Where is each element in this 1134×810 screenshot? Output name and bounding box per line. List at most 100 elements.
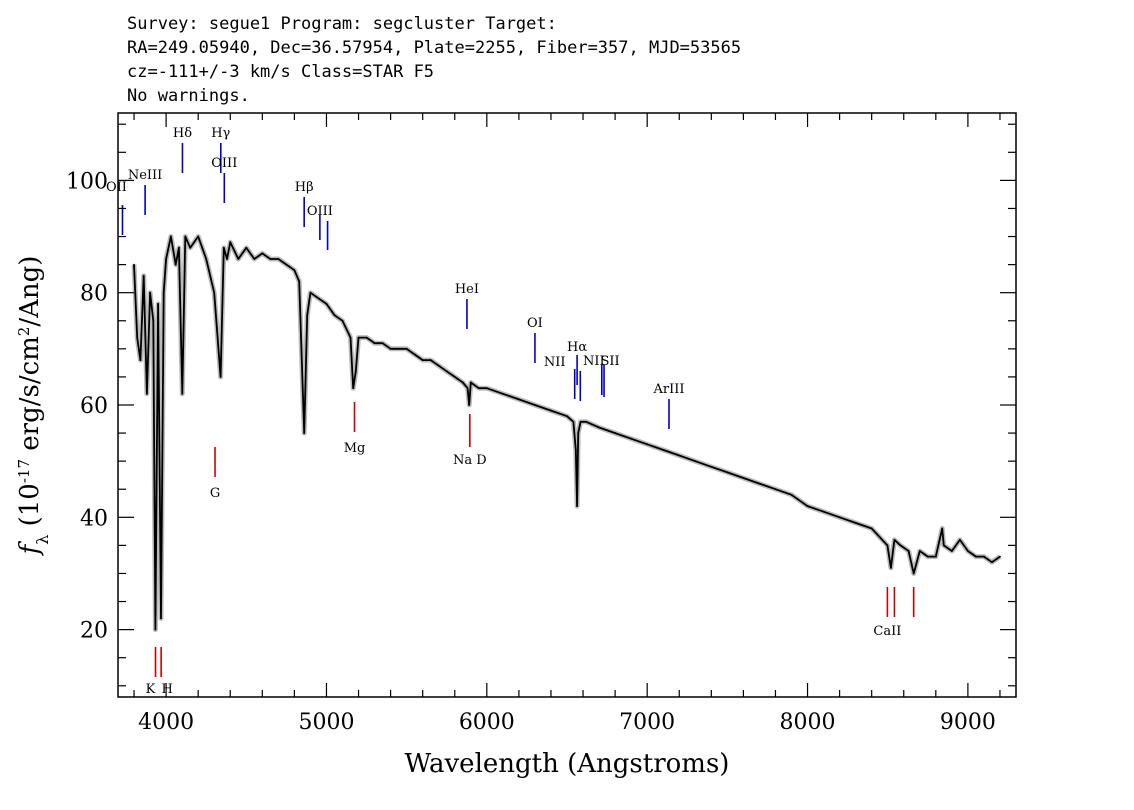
flux-point — [678, 454, 681, 457]
line-marker-label: K — [146, 682, 156, 697]
flux-point — [293, 269, 296, 272]
x-tick-label: 6000 — [459, 710, 515, 735]
flux-point — [469, 381, 472, 384]
flux-point — [550, 409, 552, 412]
spectrum-header: Survey: segue1 Program: segcluster Targe… — [127, 12, 741, 108]
line-marker-label: SII — [600, 354, 619, 369]
y-tick-label: 20 — [80, 619, 108, 644]
line-marker-label: OIII — [307, 204, 333, 219]
flux-point — [160, 617, 162, 620]
flux-point — [245, 246, 248, 249]
line-marker-label: OIII — [211, 156, 237, 171]
flux-point — [145, 392, 148, 395]
flux-point — [142, 274, 145, 277]
flux-point — [165, 258, 168, 260]
flux-point — [950, 550, 953, 552]
flux-point — [726, 471, 729, 474]
error-band-layer — [131, 234, 1002, 633]
flux-point — [983, 555, 985, 558]
line-marker-label: ArIII — [652, 382, 684, 397]
header-line-warnings: No warnings. — [127, 86, 250, 106]
flux-point — [501, 392, 504, 395]
flux-point — [178, 246, 180, 249]
flux-point — [162, 291, 165, 294]
flux-point — [918, 550, 921, 552]
flux-point — [453, 376, 456, 378]
flux-point — [261, 252, 264, 255]
flux-point — [133, 263, 135, 266]
flux-point — [694, 460, 697, 463]
flux-point — [758, 482, 761, 485]
flux-point — [219, 376, 222, 378]
flux-point — [966, 550, 969, 552]
flux-point — [285, 263, 288, 266]
flux-point — [157, 303, 159, 305]
flux-point — [662, 449, 665, 451]
x-axis-title: Wavelength (Angstroms) — [405, 749, 730, 779]
flux-point — [152, 319, 155, 322]
flux-point — [572, 420, 575, 423]
flux-point — [237, 258, 240, 260]
flux-point — [576, 505, 579, 507]
line-marker-label: Mg — [344, 441, 366, 456]
flux-point — [149, 291, 151, 294]
header-line-redshift-class: cz=-111+/-3 km/s Class=STAR F5 — [127, 62, 435, 82]
flux-point — [205, 258, 208, 260]
flux-point — [461, 381, 464, 384]
line-marker-label: Hβ — [295, 180, 314, 195]
flux-point — [822, 510, 825, 513]
flux-point — [269, 258, 272, 260]
flux-point — [870, 527, 873, 530]
flux-point — [352, 387, 355, 390]
y-axis-title: fλ (10-17 erg/s/cm2/Ang) — [15, 256, 52, 557]
flux-line — [133, 235, 1001, 631]
flux-point — [854, 522, 857, 524]
flux-point — [184, 235, 187, 238]
flux-point — [421, 359, 424, 361]
flux-point — [333, 314, 336, 317]
axis-ticks: 4000 5000 6000 7000 8000 9000 20 40 60 80 100 — [66, 113, 1016, 735]
flux-point — [429, 359, 432, 361]
flux-point — [742, 477, 745, 479]
flux-point — [229, 241, 232, 244]
line-marker-label: NII — [544, 355, 566, 370]
line-marker-label: Hα — [567, 340, 587, 355]
flux-point — [999, 555, 1001, 558]
flux-point — [577, 432, 580, 434]
flux-point — [893, 538, 896, 541]
flux-point — [566, 415, 568, 418]
flux-point — [413, 353, 416, 356]
flux-point — [886, 544, 889, 547]
flux-point — [598, 426, 600, 429]
x-tick-label: 8000 — [780, 710, 836, 735]
flux-point — [991, 561, 993, 564]
flux-point — [397, 347, 400, 350]
flux-point — [806, 505, 809, 507]
flux-point — [445, 370, 448, 373]
line-marker-label: NeIII — [128, 168, 162, 183]
flux-point — [958, 538, 961, 541]
line-marker-label: HeI — [455, 282, 479, 297]
flux-point — [468, 404, 471, 406]
flux-point — [170, 235, 172, 238]
flux-point — [136, 336, 139, 339]
x-tick-label: 9000 — [940, 710, 996, 735]
flux-point — [975, 555, 977, 558]
line-marker-label: NII — [583, 354, 605, 369]
flux-point — [277, 258, 280, 260]
flux-point — [309, 291, 312, 294]
header-line-coordinates: RA=249.05940, Dec=36.57954, Plate=2255, … — [127, 38, 742, 58]
flux-point — [574, 449, 577, 451]
y-tick-label: 40 — [80, 506, 108, 531]
flux-point — [389, 347, 392, 350]
flux-point — [174, 263, 177, 266]
flux-point — [926, 555, 929, 558]
flux-point — [253, 258, 256, 260]
flux-point — [197, 235, 200, 238]
flux-point — [790, 493, 793, 496]
flux-point — [405, 347, 408, 350]
line-marker-label: CaII — [873, 624, 901, 639]
y-tick-label: 80 — [80, 282, 108, 307]
x-tick-label: 7000 — [619, 710, 675, 735]
